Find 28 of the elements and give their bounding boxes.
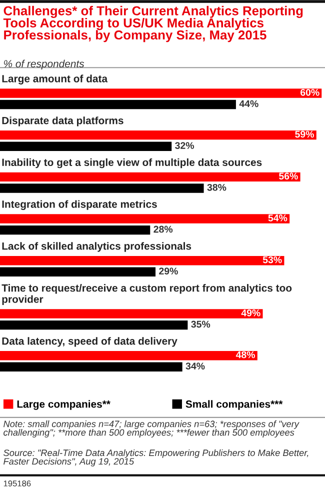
data-label: 54% <box>268 214 288 222</box>
source-note: Source: "Real-Time Data Analytics: Empowering Publishers to Make Better, Faster Decisions", Aug 19, 2015 <box>4 449 308 466</box>
data-label: 59% <box>295 130 314 138</box>
chart-title: Challenges* of Their Current Analytics Reporting Tools According to US/UK Media Analytics Professionals, by Company Size, May 2015 <box>3 6 303 42</box>
text: 195186 <box>4 480 31 486</box>
legend-label: Large companies** <box>17 400 110 410</box>
data-label: 29% <box>159 268 178 275</box>
y-tick-label: Time to request/receive a custom report from analytics too provider <box>2 284 292 305</box>
y-tick-label: Large amount of data <box>2 74 108 84</box>
data-label: 49% <box>241 309 260 316</box>
data-label: 38% <box>207 184 226 191</box>
data-label: 44% <box>239 100 258 108</box>
legend-label: Small companies*** <box>186 400 283 410</box>
data-label: 35% <box>191 320 210 328</box>
data-label: 60% <box>300 88 320 96</box>
y-tick-label: Disparate data platforms <box>2 116 124 126</box>
data-label: 28% <box>154 226 173 233</box>
y-tick-label: Inability to get a single view of multiple data sources <box>2 158 262 168</box>
y-tick-label: Lack of skilled analytics professionals <box>2 242 192 252</box>
data-label: 56% <box>278 172 298 180</box>
text: Note: small companies n=47; large companies n=63; *responses of "very challenging"; **more than 500 employees; ***fewer than 500 employees <box>4 420 300 438</box>
data-label: 32% <box>175 142 194 149</box>
data-label: 53% <box>262 256 282 264</box>
y-tick-label: Data latency, speed of data delivery <box>2 337 178 347</box>
data-label: 48% <box>236 351 255 358</box>
y-tick-label: Integration of disparate metrics <box>2 200 157 210</box>
chart-subtitle: % of respondents <box>4 60 84 70</box>
data-label: 34% <box>186 362 205 370</box>
